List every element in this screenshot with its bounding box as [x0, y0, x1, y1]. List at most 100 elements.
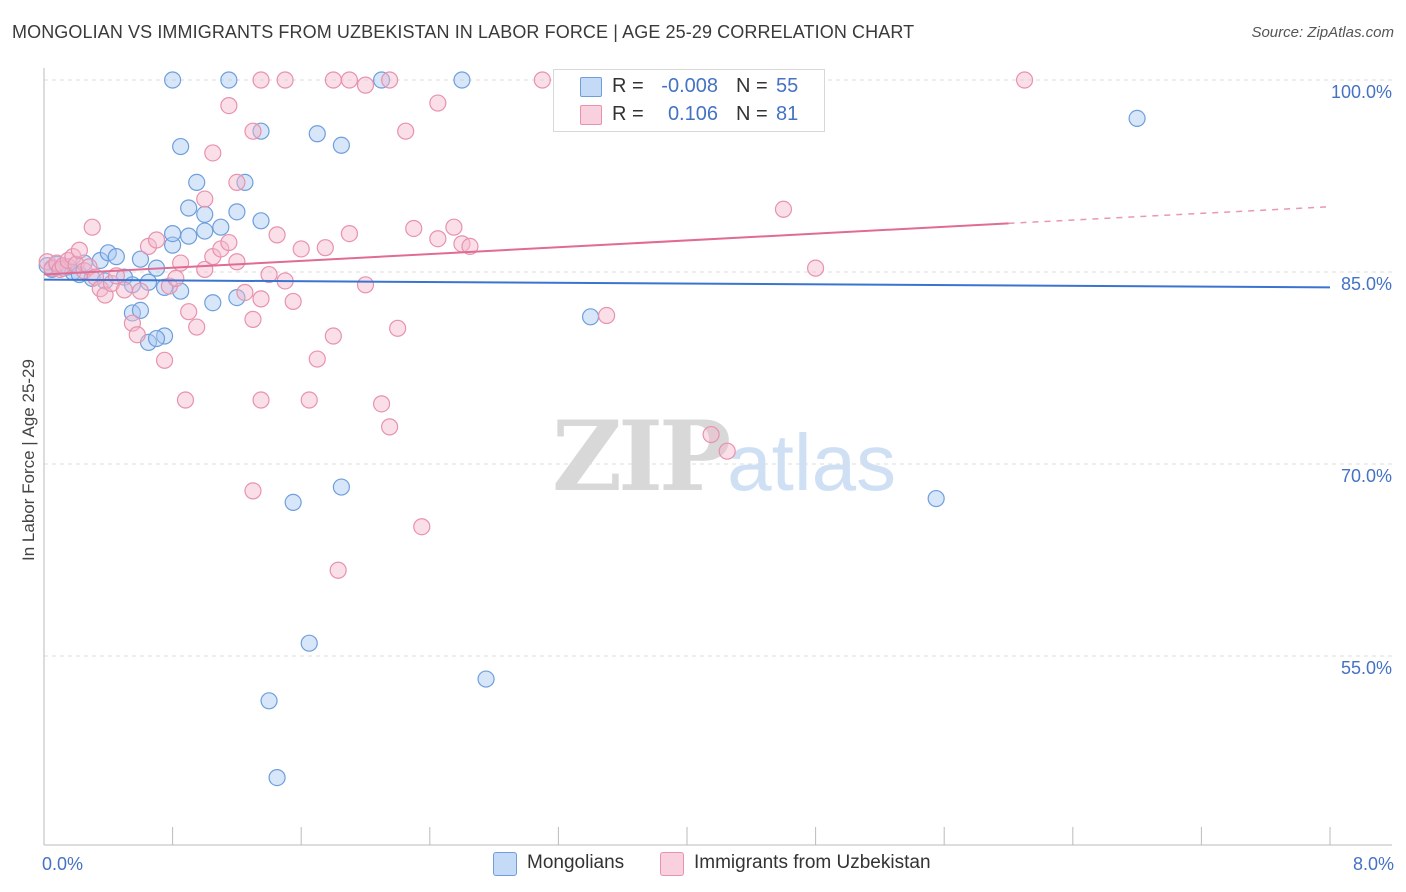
mongolian-point: [131, 301, 150, 319]
uzbekistan-point: [236, 283, 254, 302]
uzbekistan-point: [381, 71, 399, 89]
uzbekistan-point: [429, 94, 447, 112]
stats-swatch-uzbekistan: [580, 105, 602, 125]
uzbekistan-point: [372, 395, 391, 413]
uzbekistan-point: [381, 418, 399, 436]
mongolian-point: [927, 489, 945, 508]
uzbekistan-point: [718, 442, 736, 460]
n-value: 55: [776, 75, 799, 97]
legend-swatch-mongolians: [493, 852, 517, 876]
uzbekistan-point: [533, 71, 551, 89]
uzbekistan-point: [292, 240, 310, 258]
uzbekistan-point: [252, 391, 270, 409]
uzbekistan-point: [340, 71, 359, 89]
mongolian-point: [180, 199, 198, 217]
uzbekistan-point: [276, 71, 294, 89]
uzbekistan-point: [244, 122, 262, 140]
n-label: N =: [736, 75, 768, 97]
uzbekistan-point: [252, 71, 270, 89]
uzbekistan-point: [356, 76, 375, 94]
uzbekistan-point: [220, 233, 238, 252]
uzbekistan-point: [405, 219, 423, 238]
mongolian-point: [268, 768, 286, 787]
mongolian-point: [1128, 109, 1146, 128]
mongolian-point: [164, 225, 182, 243]
stats-row-mongolians: R = -0.008 N = 55: [554, 73, 824, 101]
uzbekistan-point: [340, 225, 359, 243]
mongolian-point: [300, 634, 318, 652]
mongolian-point: [252, 212, 270, 230]
uzbekistan-point: [228, 173, 246, 191]
uzbekistan-point: [284, 292, 302, 311]
uzbekistan-point: [70, 241, 88, 259]
axes: [43, 68, 1392, 846]
trend-lines: [43, 205, 1331, 289]
uzbekistan-point: [316, 239, 334, 257]
mongolian-point: [107, 248, 125, 266]
uzbekistan-point: [220, 96, 238, 115]
uzbekistan-point: [260, 265, 278, 284]
stats-swatch-mongolians: [580, 77, 602, 97]
watermark-zip: ZIP: [552, 400, 731, 513]
mongolian-point: [131, 250, 150, 268]
watermark: ZIPatlas: [552, 400, 896, 513]
mongolian-point: [220, 71, 238, 89]
uzbekistan-point: [774, 200, 793, 218]
uzbekistan-point: [356, 276, 375, 294]
legend-swatch-uzbekistan: [660, 852, 684, 876]
mongolian-point: [196, 222, 214, 240]
n-value: 81: [776, 103, 799, 125]
mongolian-point: [332, 478, 350, 496]
mongolian-point: [196, 205, 214, 223]
uzbekistan-point: [324, 327, 342, 345]
uzbekistan-point: [252, 290, 270, 308]
legend-label: Immigrants from Uzbekistan: [694, 852, 931, 873]
mongolian-point: [581, 308, 600, 326]
uzbekistan-point: [167, 269, 185, 287]
uzbekistan-point: [155, 351, 174, 369]
mongolian-point: [260, 692, 278, 710]
uzbekistan-point: [324, 71, 342, 89]
mongolian-point: [308, 125, 326, 143]
uzbekistan-point: [188, 318, 206, 336]
uzbekistan-point: [429, 230, 447, 248]
r-label: R =: [612, 103, 644, 125]
uzbekistan-point: [413, 518, 431, 536]
y-tick-label: 55.0%: [1341, 658, 1392, 678]
tick-labels: 55.0% 70.0% 85.0% 100.0% 0.0% 8.0%: [42, 82, 1394, 874]
uzbekistan-point: [172, 254, 190, 272]
mongolian-point: [180, 227, 198, 245]
mongolian-point: [204, 294, 222, 312]
uzbekistan-point: [1015, 71, 1034, 89]
uzbekistan-point: [308, 350, 326, 368]
mongolian-point: [212, 218, 230, 236]
uzbekistan-point: [806, 259, 825, 277]
uzbekistan-point: [329, 561, 347, 579]
uzbekistan-point: [244, 482, 262, 500]
legend-label: Mongolians: [527, 852, 625, 873]
mongolian-point: [332, 136, 350, 154]
x-tick-label: 8.0%: [1353, 854, 1394, 874]
uzbekistan-point: [598, 306, 616, 325]
uzbekistan-point: [176, 391, 195, 409]
uzbekistan-point: [83, 218, 101, 236]
y-tick-label: 70.0%: [1341, 466, 1392, 486]
uzbekistan-point: [196, 190, 214, 208]
watermark-atlas: atlas: [727, 418, 897, 507]
mongolian-point: [172, 282, 190, 300]
mongolian-point: [164, 71, 182, 89]
uzbekistan-point: [131, 282, 150, 300]
uzbekistan-point: [702, 425, 720, 444]
r-value: -0.008: [661, 75, 718, 97]
mongolian-point: [147, 329, 166, 348]
uzbekistan-point: [300, 391, 318, 409]
uzbekistan-point: [204, 144, 222, 162]
uzbekistan-point: [128, 326, 146, 344]
y-axis-label: In Labor Force | Age 25-29: [19, 359, 38, 561]
uzbekistan-point: [389, 319, 407, 337]
x-tick-label: 0.0%: [42, 854, 83, 874]
uzbekistan-point: [147, 231, 166, 249]
uzbekistan-point: [80, 258, 98, 276]
uzbekistan-point: [461, 237, 479, 255]
